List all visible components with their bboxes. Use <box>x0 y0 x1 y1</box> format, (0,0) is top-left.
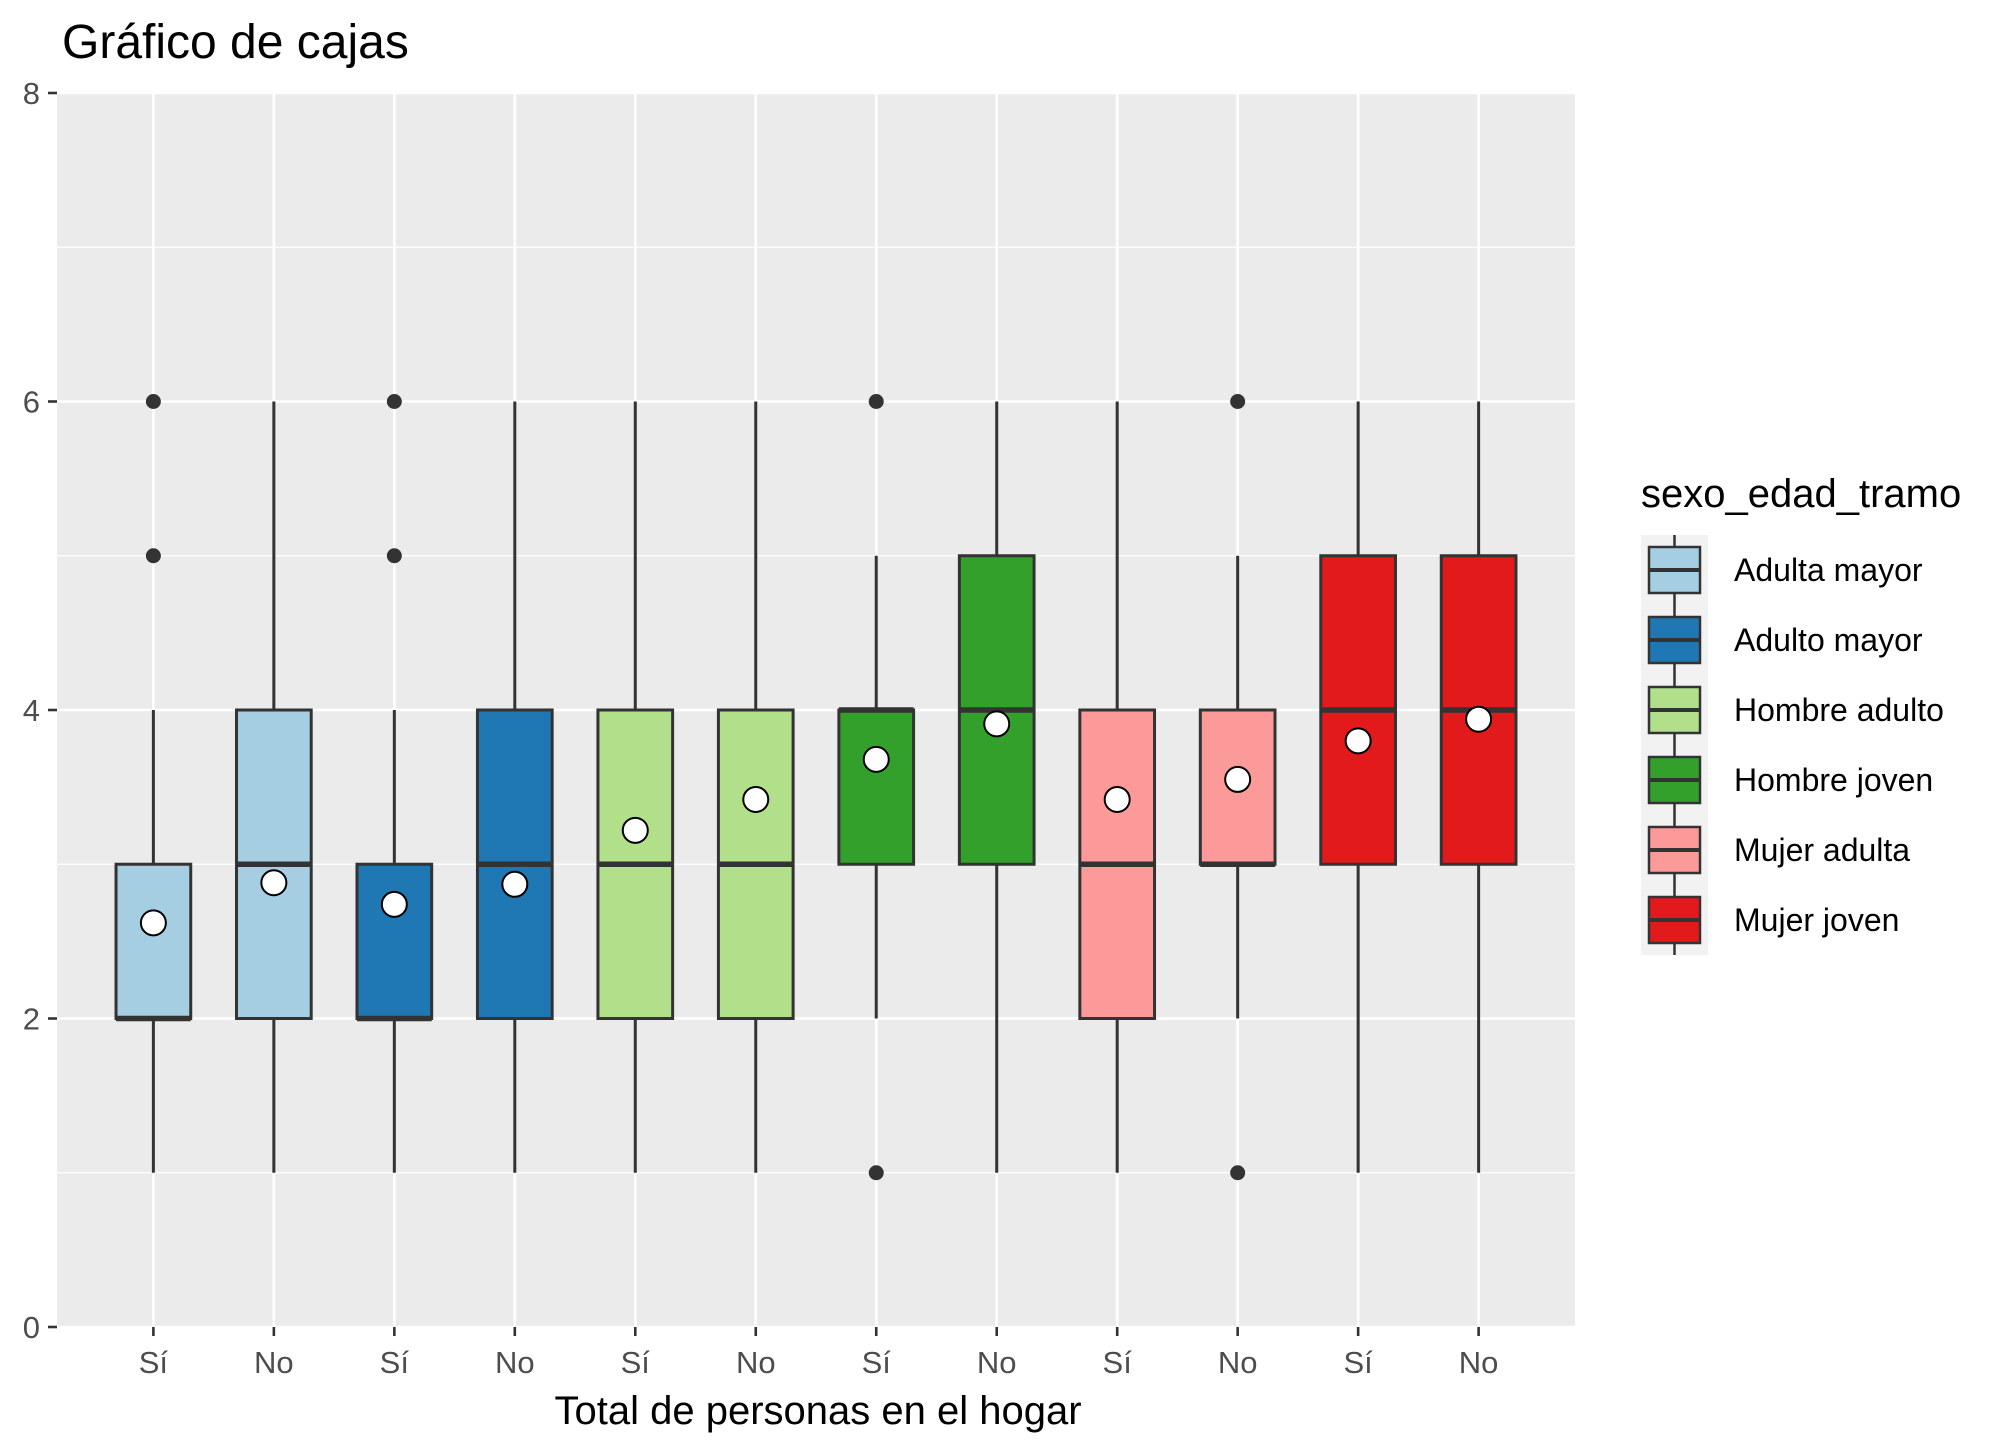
legend-item-label: Hombre joven <box>1734 762 1933 798</box>
y-tick-label: 2 <box>23 1002 40 1037</box>
x-tick-label: Sí <box>1103 1345 1133 1380</box>
box-iqr <box>114 862 193 1020</box>
y-tick-label: 0 <box>23 1310 40 1345</box>
y-tick-label: 6 <box>23 385 40 420</box>
legend-item-label: Hombre adulto <box>1734 692 1944 728</box>
legend-item-mujer-joven: Mujer joven <box>1647 885 1899 955</box>
legend-item-adulto-mayor: Adulto mayor <box>1647 605 1923 675</box>
x-tick-label: Sí <box>1343 1345 1373 1380</box>
box-layer <box>114 394 1518 1181</box>
box-iqr <box>837 708 916 866</box>
outlier-point <box>145 548 161 564</box>
legend-item-label: Mujer adulta <box>1734 832 1910 868</box>
mean-point <box>1103 785 1131 813</box>
x-tick-label: Sí <box>862 1345 892 1380</box>
outlier-point <box>1230 394 1246 409</box>
x-tick-label: No <box>1459 1345 1499 1380</box>
legend-item-hombre-joven: Hombre joven <box>1647 745 1933 815</box>
box-hombre-joven-no <box>957 401 1036 1173</box>
mean-point <box>1224 765 1252 793</box>
x-tick-label: Sí <box>621 1345 651 1380</box>
box-hombre-adulto-no <box>716 401 795 1173</box>
x-tick-label: No <box>977 1345 1017 1380</box>
box-iqr <box>355 862 434 1020</box>
box-mujer-adulta-no <box>1198 394 1277 1181</box>
mean-point <box>862 745 890 773</box>
mean-point <box>621 816 649 844</box>
axis-layer: 0 2 4 6 8 Sí No Sí No Sí No Sí No Sí No Sí No <box>23 76 1499 1380</box>
legend-item-hombre-adulto: Hombre adulto <box>1647 675 1944 745</box>
box-mujer-adulta-sí <box>1078 401 1157 1173</box>
legend-item-label: Adulto mayor <box>1734 622 1923 658</box>
box-hombre-adulto-sí <box>596 401 675 1173</box>
x-tick-label: No <box>736 1345 776 1380</box>
outlier-point <box>868 394 884 409</box>
mean-point <box>139 909 167 937</box>
x-tick-label: No <box>495 1345 535 1380</box>
box-mujer-joven-sí <box>1319 401 1397 1173</box>
mean-point <box>983 710 1011 738</box>
x-tick-label: No <box>254 1345 294 1380</box>
box-hombre-joven-sí <box>837 394 916 1181</box>
outlier-point <box>386 394 402 409</box>
box-mujer-joven-no <box>1439 401 1518 1173</box>
outlier-point <box>868 1165 884 1181</box>
mean-point <box>742 785 770 813</box>
mean-point <box>1465 705 1493 733</box>
legend-title: sexo_edad_tramo <box>1641 472 1961 516</box>
box-adulto-mayor-no <box>475 401 554 1173</box>
legend-item-label: Adulta mayor <box>1734 552 1923 588</box>
outlier-point <box>1230 1165 1246 1181</box>
x-tick-label: No <box>1218 1345 1258 1380</box>
y-tick-label: 8 <box>23 76 40 111</box>
chart-title: Gráfico de cajas <box>62 16 409 69</box>
legend-item-label: Mujer joven <box>1734 902 1899 938</box>
box-adulta-mayor-sí <box>114 394 193 1173</box>
x-tick-label: Sí <box>139 1345 169 1380</box>
x-axis-title: Total de personas en el hogar <box>554 1389 1081 1433</box>
legend: sexo_edad_tramo Adulta mayor Adulto mayor… <box>1641 472 1961 955</box>
mean-point <box>501 870 529 898</box>
legend-item-mujer-adulta: Mujer adulta <box>1647 815 1910 885</box>
outlier-point <box>386 548 402 564</box>
mean-point <box>380 890 408 918</box>
mean-point <box>260 869 288 897</box>
outlier-point <box>145 394 161 409</box>
box-adulto-mayor-sí <box>355 394 434 1173</box>
mean-point <box>1344 727 1372 755</box>
x-tick-label: Sí <box>380 1345 410 1380</box>
legend-item-adulta-mayor: Adulta mayor <box>1647 535 1923 605</box>
box-adulta-mayor-no <box>235 401 313 1173</box>
y-tick-label: 4 <box>23 693 40 728</box>
